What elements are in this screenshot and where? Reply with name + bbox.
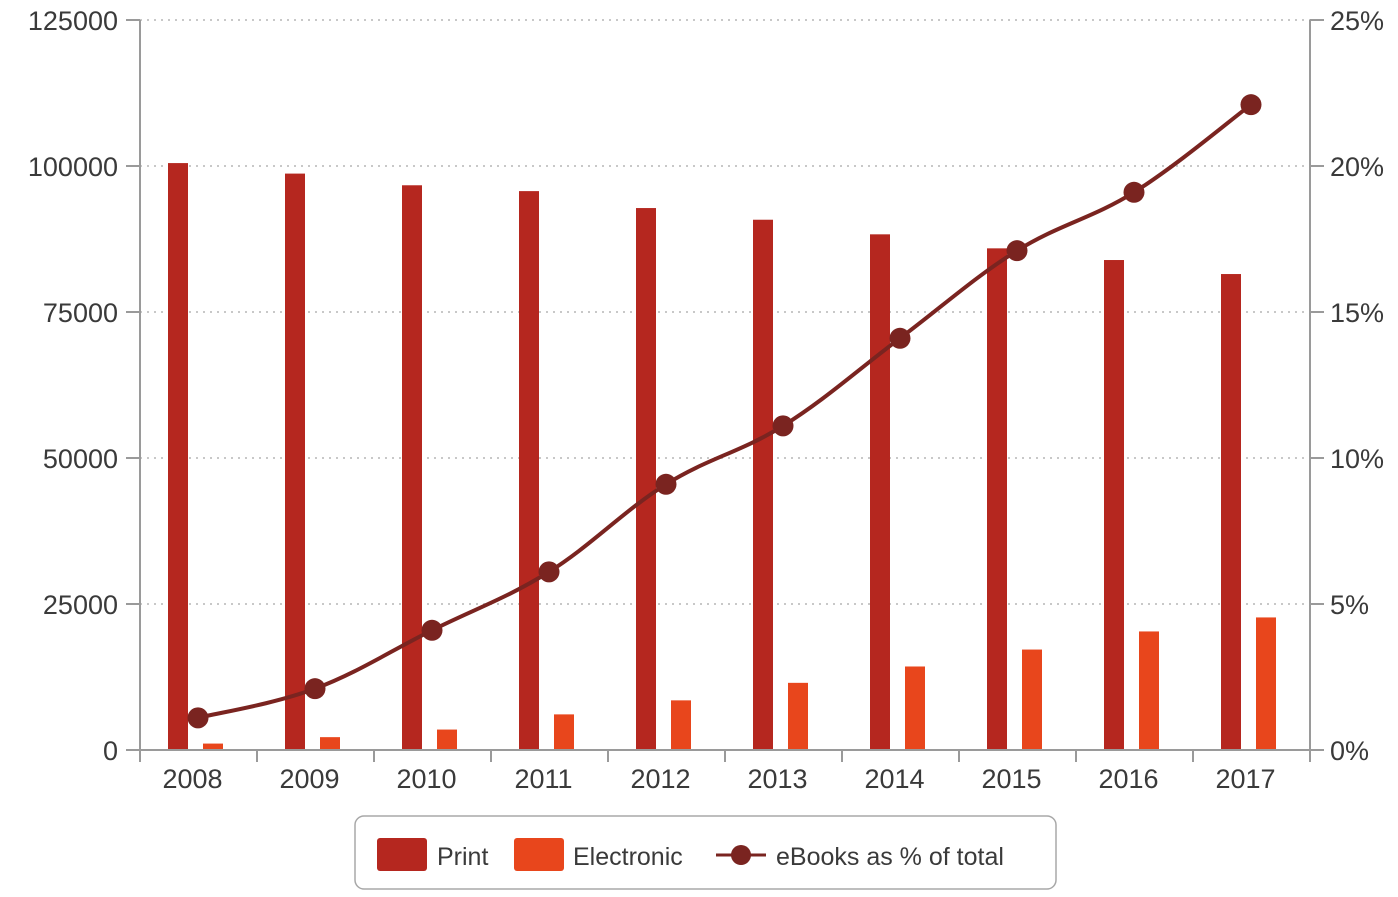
print-bar [870, 234, 890, 750]
legend-print-swatch [377, 838, 427, 871]
x-axis-tick-label: 2013 [747, 764, 807, 794]
right-axis-tick-label: 10% [1330, 444, 1384, 474]
percent-line-series [187, 94, 1262, 729]
print-bar [168, 163, 188, 750]
x-axis-tick-label: 2012 [630, 764, 690, 794]
left-axis-tick-label: 75000 [43, 298, 118, 328]
right-axis-tick-label: 25% [1330, 6, 1384, 36]
legend-percent-label: eBooks as % of total [776, 843, 1004, 871]
print-bar [1221, 274, 1241, 750]
right-axis-tick-label: 0% [1330, 736, 1369, 766]
percent-point [1240, 94, 1262, 116]
left-axis-tick-label: 100000 [28, 152, 118, 182]
left-axis-tick-label: 0 [103, 736, 118, 766]
x-axis-tick-label: 2010 [396, 764, 456, 794]
x-axis-tick-label: 2011 [514, 764, 572, 794]
electronic-bar [554, 714, 574, 750]
print-bar [636, 208, 656, 751]
percent-point [538, 561, 560, 583]
gridlines [140, 19, 1310, 605]
right-axis-tick-label: 15% [1330, 298, 1384, 328]
x-axis-tick-label: 2016 [1098, 764, 1158, 794]
electronic-bar [1139, 631, 1159, 750]
percent-point [772, 415, 794, 437]
left-axis-tick-label: 50000 [43, 444, 118, 474]
percent-point [1123, 181, 1145, 203]
percent-point [1006, 240, 1028, 262]
percent-point [889, 327, 911, 349]
x-axis-tick-label: 2017 [1215, 764, 1275, 794]
percent-point [655, 473, 677, 495]
x-axis-tick-label: 2015 [981, 764, 1041, 794]
electronic-bar [437, 729, 457, 750]
electronic-bar [671, 700, 691, 750]
print-bar [285, 173, 305, 751]
electronic-bar [788, 682, 808, 750]
legend-print-label: Print [437, 843, 488, 871]
left-axis-tick-label: 125000 [28, 6, 118, 36]
print-bar [402, 185, 422, 751]
legend: Print Electronic eBooks as % of total [354, 815, 1057, 890]
percent-point [421, 619, 443, 641]
axes: 0 0% 25000 5% 50000 10% 75000 15% 100000 20% 12500… [28, 6, 1384, 794]
bars [168, 163, 1276, 751]
legend-line-marker [731, 845, 751, 865]
x-axis-tick-label: 2014 [864, 764, 924, 794]
x-axis-tick-label: 2008 [162, 764, 222, 794]
print-bar [987, 248, 1007, 750]
right-axis-tick-label: 5% [1330, 590, 1369, 620]
right-axis-tick-label: 20% [1330, 152, 1384, 182]
print-bar [753, 219, 773, 750]
electronic-bar [320, 737, 340, 750]
print-bar [519, 191, 539, 750]
percent-point [304, 678, 326, 700]
legend-electronic-label: Electronic [573, 843, 683, 871]
electronic-bar [905, 666, 925, 750]
electronic-bar [1022, 649, 1042, 750]
percent-line [197, 103, 1253, 720]
electronic-bar [1256, 617, 1276, 750]
x-axis-tick-label: 2009 [279, 764, 339, 794]
print-bar [1104, 260, 1124, 750]
electronic-bar [203, 743, 223, 750]
left-axis-tick-label: 25000 [43, 590, 118, 620]
legend-electronic-swatch [514, 838, 564, 871]
percent-point [187, 707, 209, 729]
